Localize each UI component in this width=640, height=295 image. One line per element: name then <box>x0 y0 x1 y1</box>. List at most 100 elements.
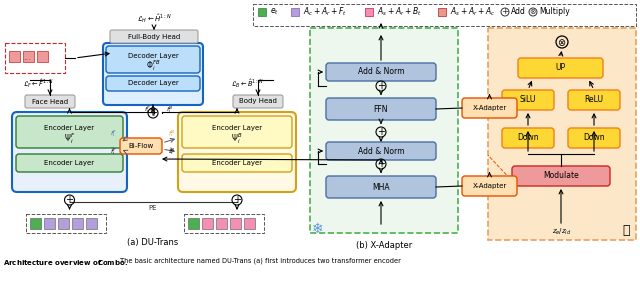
Bar <box>244 218 255 229</box>
Text: UP: UP <box>556 63 566 73</box>
Text: $\otimes$: $\otimes$ <box>557 37 566 47</box>
FancyBboxPatch shape <box>326 176 436 198</box>
FancyBboxPatch shape <box>182 154 292 172</box>
Text: Full-Body Head: Full-Body Head <box>128 34 180 40</box>
Text: +: + <box>65 195 74 205</box>
Bar <box>310 28 458 233</box>
Text: $f_i^B$: $f_i^B$ <box>166 105 173 115</box>
Text: $\otimes$: $\otimes$ <box>529 7 537 17</box>
Text: +: + <box>501 7 509 17</box>
Text: $f_i^B$: $f_i^B$ <box>168 129 175 140</box>
Text: Encoder Layer: Encoder Layer <box>212 160 262 166</box>
Bar <box>37 51 48 62</box>
Text: $\mathcal{L}_F\leftarrow\hat{F}^{1:N}$: $\mathcal{L}_F\leftarrow\hat{F}^{1:N}$ <box>23 78 54 90</box>
Text: $f_i^F$: $f_i^F$ <box>145 105 152 115</box>
Text: PE: PE <box>148 205 157 211</box>
FancyBboxPatch shape <box>16 154 123 172</box>
Text: Add: Add <box>511 7 526 17</box>
Text: FFN: FFN <box>374 104 388 114</box>
Text: (b) X-Adapter: (b) X-Adapter <box>356 240 412 250</box>
Text: Multiply: Multiply <box>539 7 570 17</box>
FancyBboxPatch shape <box>518 58 603 78</box>
Text: +: + <box>233 195 241 205</box>
Bar <box>291 8 299 16</box>
FancyBboxPatch shape <box>120 138 162 154</box>
FancyBboxPatch shape <box>326 98 436 120</box>
FancyBboxPatch shape <box>568 128 620 148</box>
FancyBboxPatch shape <box>12 112 127 192</box>
Bar <box>258 8 266 16</box>
FancyBboxPatch shape <box>25 95 75 108</box>
Bar <box>9 51 20 62</box>
Text: $A_s+A_r+A_c$: $A_s+A_r+A_c$ <box>450 6 495 18</box>
Bar <box>365 8 373 16</box>
Text: $\tilde{f}_i^B$: $\tilde{f}_i^B$ <box>168 147 175 157</box>
Bar <box>438 8 446 16</box>
Text: $\tilde{f}_i^F$: $\tilde{f}_i^F$ <box>110 147 117 157</box>
Text: Bi-Flow: Bi-Flow <box>129 143 154 149</box>
FancyBboxPatch shape <box>512 166 610 186</box>
FancyBboxPatch shape <box>103 43 203 105</box>
Text: X-Adapter: X-Adapter <box>472 105 507 111</box>
Text: Add & Norm: Add & Norm <box>358 147 404 155</box>
Text: Encoder Layer: Encoder Layer <box>44 125 95 131</box>
Bar <box>202 218 213 229</box>
Text: +: + <box>377 159 385 169</box>
Bar <box>86 218 97 229</box>
FancyBboxPatch shape <box>502 90 554 110</box>
Bar <box>23 51 34 62</box>
Text: +: + <box>377 81 385 91</box>
Bar <box>184 214 264 233</box>
Bar <box>44 218 55 229</box>
Text: $f_i^F$: $f_i^F$ <box>110 129 117 140</box>
Bar <box>58 218 69 229</box>
Text: X-Adapter: X-Adapter <box>472 183 507 189</box>
Text: ❄: ❄ <box>312 222 324 236</box>
FancyBboxPatch shape <box>233 95 283 108</box>
FancyBboxPatch shape <box>182 116 292 148</box>
Text: $\Phi_i^{FB}$: $\Phi_i^{FB}$ <box>146 58 160 73</box>
FancyBboxPatch shape <box>502 128 554 148</box>
Text: (a) DU-Trans: (a) DU-Trans <box>127 237 179 247</box>
Text: +: + <box>149 108 157 118</box>
Text: Encoder Layer: Encoder Layer <box>44 160 95 166</box>
FancyBboxPatch shape <box>106 46 200 73</box>
Text: Down: Down <box>517 134 539 142</box>
Text: +: + <box>377 127 385 137</box>
Text: Decoder Layer: Decoder Layer <box>127 53 179 59</box>
Text: $\mathcal{L}_H\leftarrow\hat{H}^{1:N}$: $\mathcal{L}_H\leftarrow\hat{H}^{1:N}$ <box>136 13 172 25</box>
Bar <box>488 28 636 240</box>
Text: ReLU: ReLU <box>584 96 604 104</box>
FancyBboxPatch shape <box>16 116 123 148</box>
Bar <box>5 43 65 73</box>
FancyBboxPatch shape <box>110 30 198 43</box>
Bar <box>26 214 106 233</box>
Bar <box>216 218 227 229</box>
FancyBboxPatch shape <box>106 76 200 91</box>
Text: Decoder Layer: Decoder Layer <box>127 81 179 86</box>
FancyBboxPatch shape <box>326 63 436 81</box>
Bar <box>253 4 636 26</box>
Text: $A_c+A_r+F_t$: $A_c+A_r+F_t$ <box>303 6 347 18</box>
Bar <box>30 218 41 229</box>
FancyBboxPatch shape <box>326 142 436 160</box>
Bar <box>72 218 83 229</box>
Bar <box>188 218 199 229</box>
Text: Body Head: Body Head <box>239 99 277 104</box>
Text: $\Psi_i^F$: $\Psi_i^F$ <box>64 132 75 146</box>
FancyBboxPatch shape <box>568 90 620 110</box>
Text: Down: Down <box>583 134 605 142</box>
Text: 🔥: 🔥 <box>622 224 630 237</box>
Text: $\mathcal{L}_B\leftarrow\hat{B}^{1:N}$: $\mathcal{L}_B\leftarrow\hat{B}^{1:N}$ <box>231 78 264 90</box>
FancyBboxPatch shape <box>462 176 517 196</box>
Text: MHA: MHA <box>372 183 390 191</box>
Text: $A_s+A_r+B_t$: $A_s+A_r+B_t$ <box>377 6 422 18</box>
Text: $\Psi_i^B$: $\Psi_i^B$ <box>231 132 243 146</box>
Text: The basic architecture named DU-Trans (a) first introduces two transformer encod: The basic architecture named DU-Trans (a… <box>120 258 401 265</box>
Text: $e_t$: $e_t$ <box>270 7 279 17</box>
Text: Encoder Layer: Encoder Layer <box>212 125 262 131</box>
Text: Face Head: Face Head <box>32 99 68 104</box>
Bar <box>230 218 241 229</box>
FancyBboxPatch shape <box>462 98 517 118</box>
Text: SiLU: SiLU <box>520 96 536 104</box>
